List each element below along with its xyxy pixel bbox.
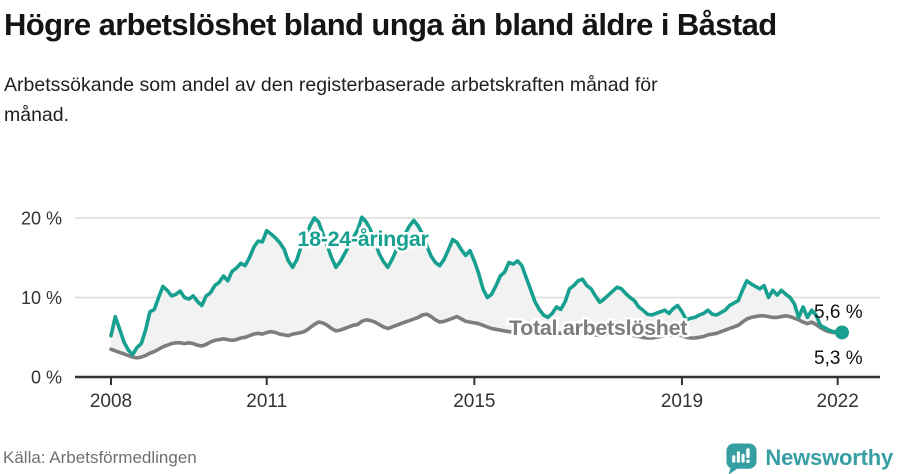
speech-bubble-shape [726, 442, 757, 474]
chart-footer: Källa: Arbetsförmedlingen Newsworthy [0, 442, 900, 474]
between-series-area [111, 217, 842, 358]
x-tick-label-2008: 2008 [90, 391, 132, 412]
y-tick-label-0: 0 % [31, 368, 62, 388]
source-note: Källa: Arbetsförmedlingen [3, 448, 197, 467]
chart-header: Högre arbetslöshet bland unga än bland ä… [4, 5, 777, 130]
youth-series-line [109, 215, 844, 357]
line-chart: 2008 2011 2015 2019 2022 20 % 10 % 0 % 18-24-åri… [21, 209, 880, 412]
youth-end-value-label: 5,6 % [814, 302, 863, 323]
youth-series-label: 18-24-åringar [297, 227, 429, 251]
x-tick-label-2011: 2011 [246, 391, 287, 412]
x-tick-label-2022: 2022 [817, 391, 859, 412]
newsworthy-logo[interactable]: Newsworthy [725, 442, 893, 474]
bar-chart-glyph [732, 447, 751, 463]
newsworthy-logo-text: Newsworthy [765, 445, 893, 470]
x-tick-label-2015: 2015 [453, 391, 495, 412]
total-end-value-label: 5,3 % [814, 348, 863, 369]
y-tick-label-10: 10 % [21, 288, 62, 308]
latest-value-dot [835, 325, 849, 340]
page-subtitle: Arbetssökande som andel av den registerb… [4, 74, 658, 126]
newsworthy-badge-icon [726, 442, 757, 474]
page-title: Högre arbetslöshet bland unga än bland ä… [4, 7, 777, 42]
total-series-label: Total arbetslöshet [509, 316, 687, 340]
y-tick-label-20: 20 % [21, 209, 62, 229]
total-series-line [109, 312, 844, 360]
x-tick-label-2019: 2019 [661, 391, 703, 412]
